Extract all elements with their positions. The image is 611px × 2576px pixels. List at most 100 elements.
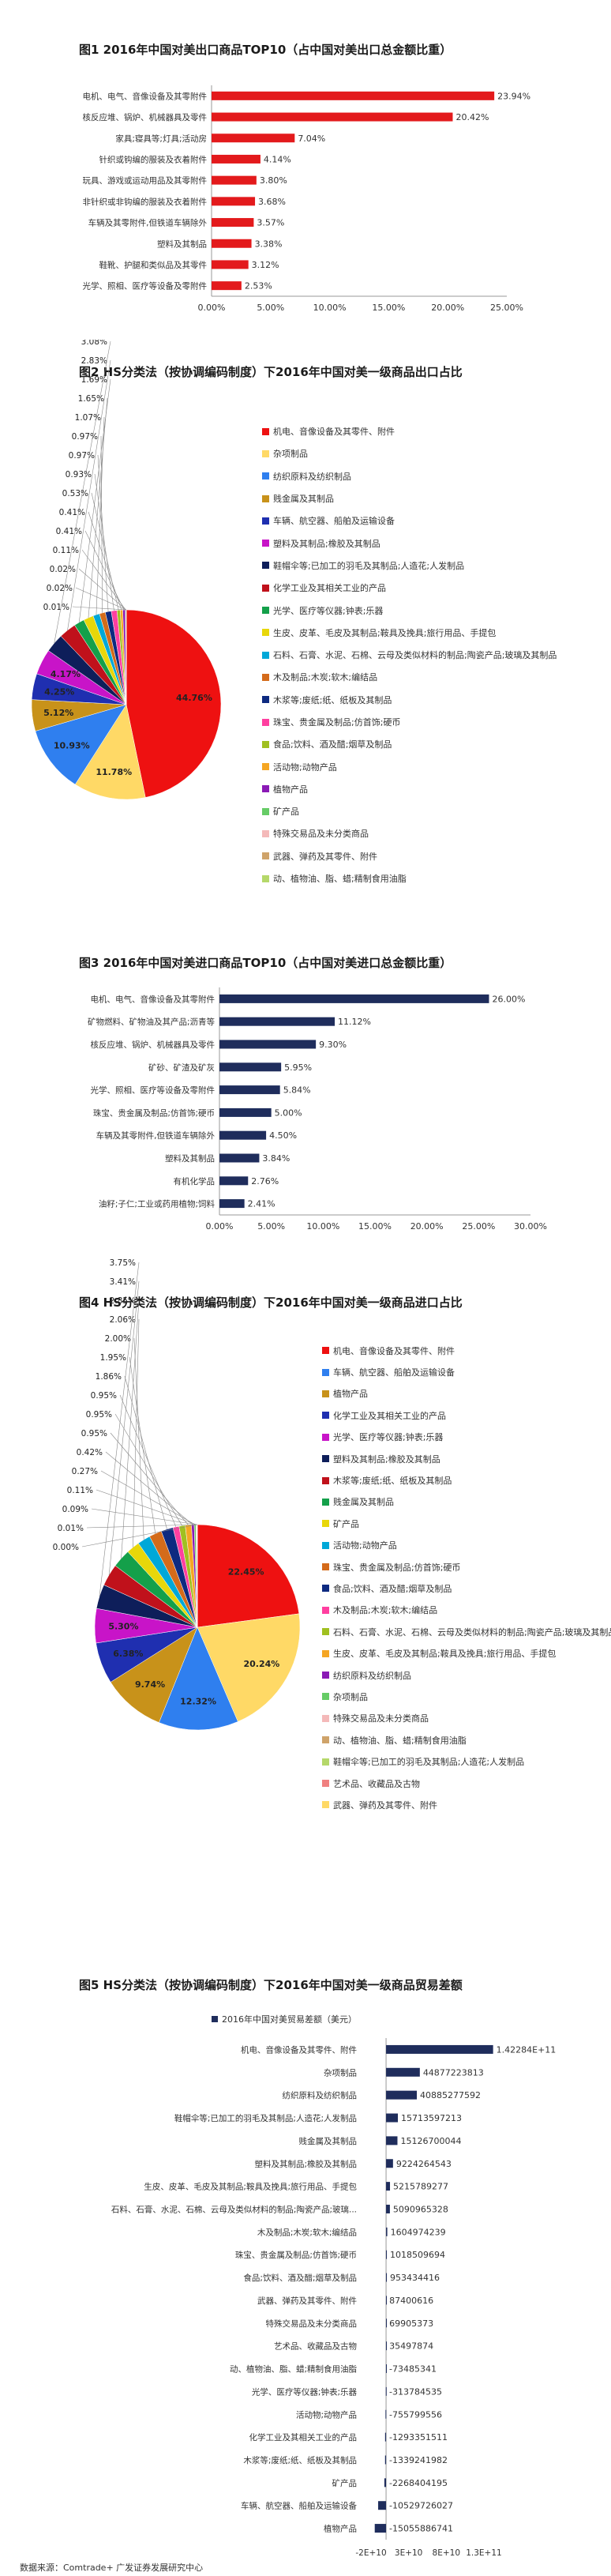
slice-label: 5.12% (43, 708, 73, 718)
pie-slice (74, 704, 146, 800)
legend-item: 机电、音像设备及其零件、附件 (262, 420, 594, 442)
leader-line (78, 568, 126, 611)
legend-label: 纺织原料及纺织制品 (333, 1670, 411, 1681)
leader-line (133, 1337, 144, 1540)
slice-label: 3.08% (81, 340, 107, 347)
legend-item: 艺术品、收藏品及古物 (322, 1773, 590, 1794)
legend-item: 活动物;动物产品 (262, 755, 594, 777)
category-label: 鞋帽伞等;已加工的羽毛及其制品;人造花;人发制品 (174, 2113, 357, 2123)
data-label: 3.12% (252, 260, 279, 270)
slice-label: 0.53% (62, 489, 88, 498)
legend-swatch (262, 673, 269, 681)
category-label: 针织或钩编的服装及衣着附件 (99, 154, 208, 164)
bar (212, 218, 254, 228)
category-label: 非针织或非钩编的服装及衣着附件 (83, 197, 208, 207)
legend-item: 食品;饮料、酒及醋;烟草及制品 (262, 733, 594, 755)
category-label: 矿砂、矿渣及矿灰 (148, 1062, 215, 1073)
data-label: 4.14% (264, 154, 291, 164)
pie-slice (159, 1626, 238, 1731)
legend-label: 塑料及其制品;橡胶及其制品 (333, 1453, 440, 1465)
data-label: 2.41% (248, 1199, 276, 1209)
x-tick-label: 10.00% (313, 303, 347, 313)
export-top10-svg: 0.00% 5.00% 10.00% 15.00% 20.00% 25.00% 电机、电气、… (83, 85, 530, 313)
data-label: 26.00% (492, 994, 525, 1004)
x-tick-label: 3E+10 (395, 2548, 422, 2558)
legend-swatch (262, 718, 269, 726)
data-label: 20.42% (455, 112, 489, 122)
bar (384, 2478, 387, 2488)
leader-line (108, 1280, 140, 1575)
leader-line (100, 1470, 196, 1525)
data-label: 35497874 (389, 2341, 433, 2352)
legend-swatch (262, 852, 269, 860)
legend-label: 杂项制品 (273, 449, 308, 460)
category-label: 塑料及其制品 (165, 1153, 215, 1164)
legend-item: 车辆、航空器、船舶及运输设备 (322, 1361, 590, 1382)
legend-item: 机电、音像设备及其零件、附件 (322, 1340, 590, 1361)
legend-swatch (322, 1433, 329, 1441)
data-label: 69905373 (389, 2318, 433, 2329)
x-tick-label: 5.00% (257, 1221, 285, 1232)
slice-label: 0.27% (72, 1467, 98, 1476)
data-label: 4.50% (269, 1130, 297, 1141)
data-label: 5.95% (284, 1062, 312, 1073)
data-label: -10529726027 (389, 2501, 453, 2511)
slice-label: 10.93% (54, 741, 90, 751)
legend-swatch (262, 740, 269, 748)
leader-line (94, 473, 114, 611)
legend-label: 纺织原料及纺织制品 (273, 471, 351, 482)
leader-line (114, 1413, 182, 1526)
legend-swatch (262, 696, 269, 704)
legend-swatch (262, 584, 269, 592)
data-label: 9.30% (319, 1040, 347, 1050)
slice-label: 0.95% (81, 1429, 107, 1438)
category-label: 塑料及其制品;橡胶及其制品 (254, 2159, 357, 2169)
slice-label: 0.11% (67, 1486, 93, 1495)
data-label: 15126700044 (400, 2136, 461, 2146)
bar (219, 1176, 249, 1186)
leader-line (91, 492, 119, 611)
legend-item: 动、植物油、脂、蜡;精制食用油脂 (262, 867, 594, 889)
legend-item: 贱金属及其制品 (262, 487, 594, 510)
slice-label: 9.74% (135, 1679, 165, 1690)
legend-label: 武器、弹药及其零件、附件 (273, 851, 377, 862)
legend-label: 化学工业及其相关工业的产品 (333, 1410, 446, 1421)
legend-item: 矿产品 (262, 800, 594, 822)
leader-line (81, 1524, 198, 1547)
legend-item: 木浆等;废纸;纸、纸板及其制品 (322, 1469, 590, 1491)
data-label: 3.80% (260, 175, 287, 186)
bar (386, 2090, 418, 2100)
data-label: 5.84% (283, 1085, 311, 1096)
leader-line (97, 454, 109, 612)
legend-swatch (212, 2016, 218, 2022)
category-label: 珠宝、贵金属及制品;仿首饰;硬币 (93, 1107, 215, 1118)
category-label: 光学、医疗等仪器;钟表;乐器 (252, 2386, 358, 2397)
category-label: 塑料及其制品 (157, 239, 207, 249)
bar (386, 2159, 393, 2168)
data-label: 2.76% (251, 1176, 279, 1186)
legend-swatch (322, 1455, 329, 1463)
legend-swatch (322, 1780, 329, 1787)
x-tick-label: 15.00% (358, 1221, 392, 1232)
legend-label: 光学、医疗等仪器;钟表;乐器 (273, 605, 384, 616)
leader-line (72, 606, 126, 611)
data-label: 3.57% (257, 218, 284, 228)
legend-swatch (322, 1563, 329, 1571)
slice-label: 2.00% (105, 1334, 131, 1344)
legend-item: 生皮、皮革、毛皮及其制品;鞍具及挽具;旅行用品、手提包 (262, 622, 594, 644)
slice-label: 0.01% (58, 1524, 84, 1533)
chart-title: 图1 2016年中国对美出口商品TOP10（占中国对美出口总金额比重） (79, 43, 452, 57)
slice-label: 2.06% (110, 1315, 136, 1325)
export-share-pie-svg: 44.76% 11.78% 10.93% 5.12% 4.25% 4.17% 0.01% 0.… (31, 340, 222, 800)
slice-label: 0.41% (56, 527, 82, 536)
legend-label: 鞋帽伞等;已加工的羽毛及其制品;人造花;人发制品 (333, 1757, 525, 1768)
bar (386, 2250, 388, 2259)
category-label: 车辆、航空器、船舶及运输设备 (241, 2501, 357, 2511)
category-label: 木浆等;废纸;纸、纸板及其制品 (243, 2455, 357, 2465)
legend-swatch (322, 1368, 329, 1376)
bar (386, 2227, 388, 2236)
legend-label: 艺术品、收藏品及古物 (333, 1778, 420, 1789)
data-label: 44877223813 (423, 2067, 484, 2078)
data-label: 40885277592 (420, 2090, 481, 2100)
legend-label: 食品;饮料、酒及醋;烟草及制品 (333, 1583, 452, 1594)
